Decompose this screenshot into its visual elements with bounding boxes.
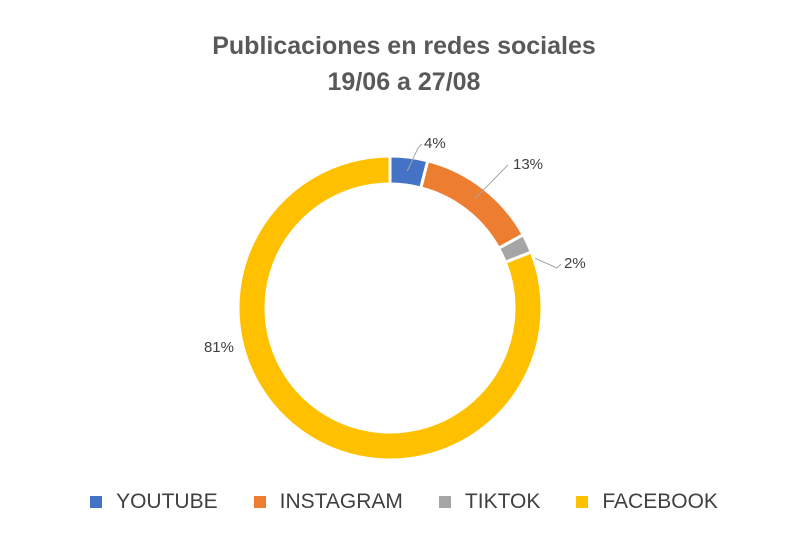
legend-item-facebook: FACEBOOK	[576, 490, 718, 514]
legend-label-instagram: INSTAGRAM	[279, 490, 403, 513]
legend-swatch-youtube	[90, 496, 103, 508]
slice-instagram	[419, 158, 526, 251]
chart-subtitle: 19/06 a 27/08	[327, 68, 481, 96]
legend-swatch-tiktok	[438, 496, 451, 508]
legend-label-facebook: FACEBOOK	[602, 490, 718, 513]
data-label-instagram: 13%	[513, 156, 543, 173]
legend-item-tiktok: TIKTOK	[438, 490, 541, 514]
data-label-facebook: 81%	[204, 339, 234, 356]
leader-line-instagram	[474, 164, 509, 200]
data-label-tiktok: 2%	[564, 255, 586, 272]
legend-swatch-instagram	[253, 496, 266, 508]
data-label-youtube: 4%	[424, 135, 446, 152]
chart-title: Publicaciones en redes sociales	[212, 32, 596, 60]
slice-facebook	[236, 154, 544, 462]
legend-swatch-facebook	[576, 496, 589, 508]
legend-item-youtube: YOUTUBE	[90, 490, 218, 514]
legend-item-instagram: INSTAGRAM	[253, 490, 403, 514]
legend: YOUTUBE INSTAGRAM TIKTOK FACEBOOK	[0, 490, 808, 514]
legend-label-tiktok: TIKTOK	[464, 490, 541, 513]
legend-label-youtube: YOUTUBE	[116, 490, 218, 513]
leader-line-youtube	[406, 143, 423, 172]
